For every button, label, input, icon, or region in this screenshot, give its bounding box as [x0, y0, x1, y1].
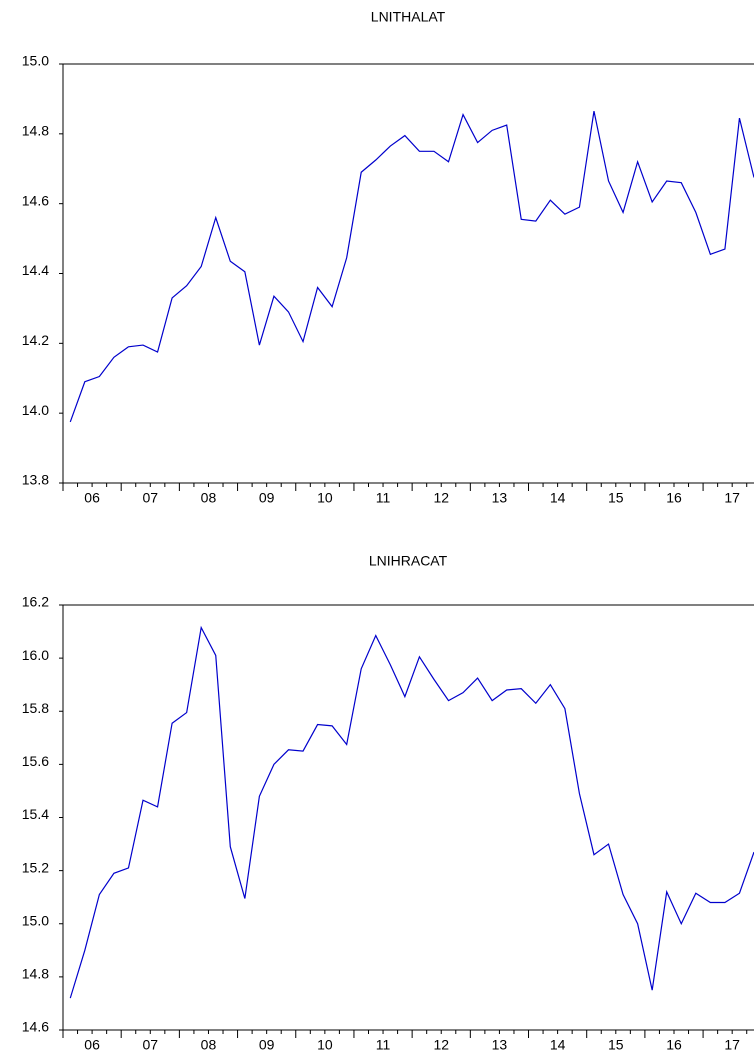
y-tick-label: 16.2 [22, 594, 49, 610]
y-tick-label: 14.6 [22, 1019, 49, 1035]
y-tick-label: 14.8 [22, 123, 49, 139]
x-tick-label: 08 [201, 1037, 217, 1053]
x-tick-label: 15 [608, 490, 624, 506]
x-tick-label: 11 [376, 1037, 391, 1053]
y-tick-label: 15.4 [22, 806, 49, 822]
x-tick-label: 16 [666, 1037, 682, 1053]
chart-title: LNIHRACAT [369, 553, 448, 569]
y-tick-label: 14.6 [22, 192, 49, 208]
data-line [69, 625, 754, 999]
x-tick-label: 06 [84, 490, 100, 506]
x-tick-label: 09 [259, 1037, 275, 1053]
y-tick-label: 15.2 [22, 859, 49, 875]
x-tick-label: 12 [433, 1037, 449, 1053]
plot-frame [62, 63, 754, 484]
chart-title: LNITHALAT [371, 9, 446, 25]
x-tick-label: 17 [724, 490, 740, 506]
y-tick-label: 14.0 [22, 402, 49, 418]
y-tick-label: 15.8 [22, 700, 49, 716]
y-tick-label: 13.8 [22, 472, 49, 488]
x-tick-label: 15 [608, 1037, 624, 1053]
x-tick-label: 13 [492, 1037, 508, 1053]
y-tick-label: 15.0 [22, 912, 49, 928]
x-tick-label: 07 [142, 1037, 158, 1053]
x-tick-label: 14 [550, 490, 566, 506]
x-tick-label: 13 [492, 490, 508, 506]
y-tick-label: 14.2 [22, 332, 49, 348]
x-tick-label: 16 [666, 490, 682, 506]
y-tick-label: 15.0 [22, 53, 49, 69]
y-tick-label: 15.6 [22, 753, 49, 769]
x-tick-label: 10 [317, 1037, 333, 1053]
x-tick-label: 14 [550, 1037, 566, 1053]
x-tick-label: 08 [201, 490, 217, 506]
y-tick-label: 14.4 [22, 262, 49, 278]
x-tick-label: 12 [433, 490, 449, 506]
plot-frame [62, 604, 754, 1031]
x-tick-label: 11 [376, 490, 391, 506]
y-tick-label: 14.8 [22, 966, 49, 982]
data-line [69, 111, 754, 423]
x-tick-label: 06 [84, 1037, 100, 1053]
x-tick-label: 07 [142, 490, 158, 506]
x-tick-label: 10 [317, 490, 333, 506]
x-tick-label: 17 [724, 1037, 740, 1053]
y-tick-label: 16.0 [22, 647, 49, 663]
x-tick-label: 09 [259, 490, 275, 506]
